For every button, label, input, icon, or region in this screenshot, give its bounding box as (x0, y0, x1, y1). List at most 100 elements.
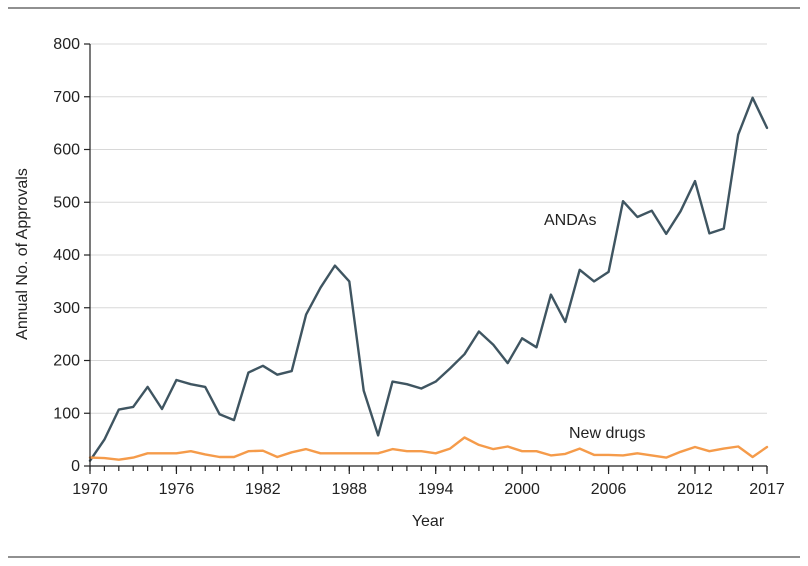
data-point (607, 271, 609, 273)
x-tick-label: 1976 (159, 481, 195, 498)
data-point (276, 374, 278, 376)
y-tick-label: 700 (53, 89, 80, 106)
y-tick-label: 800 (53, 36, 80, 53)
data-point (435, 452, 437, 454)
data-point (737, 445, 739, 447)
series-line-new-drugs (88, 436, 769, 461)
data-point (175, 452, 177, 454)
data-point (708, 450, 710, 452)
data-point (319, 287, 321, 289)
data-point (478, 444, 480, 446)
data-point (579, 269, 581, 271)
data-point (146, 452, 148, 454)
data-point (233, 419, 235, 421)
data-point (190, 383, 192, 385)
data-point (593, 454, 595, 456)
data-point (449, 367, 451, 369)
series-label-andas: ANDAs (544, 212, 596, 229)
x-tick-label: 2017 (749, 481, 785, 498)
data-point (348, 452, 350, 454)
data-point (377, 434, 379, 436)
data-point (694, 180, 696, 182)
data-point (218, 413, 220, 415)
data-point (521, 450, 523, 452)
data-point (406, 383, 408, 385)
y-tick-label: 200 (53, 353, 80, 370)
data-point (679, 451, 681, 453)
x-tick-label: 2012 (677, 481, 713, 498)
x-tick-label: 1982 (245, 481, 281, 498)
x-tick-label: 2006 (591, 481, 627, 498)
data-point (535, 450, 537, 452)
data-point (406, 450, 408, 452)
data-point (348, 280, 350, 282)
data-point (190, 450, 192, 452)
data-point (204, 386, 206, 388)
data-point (262, 365, 264, 367)
x-tick-label: 1988 (331, 481, 367, 498)
data-point (247, 371, 249, 373)
data-point (751, 456, 753, 458)
data-point (694, 446, 696, 448)
data-point (305, 448, 307, 450)
series-label-new-drugs: New drugs (569, 425, 645, 442)
data-point (262, 450, 264, 452)
data-point (535, 346, 537, 348)
axes (84, 43, 768, 474)
data-point (276, 456, 278, 458)
x-tick-label: 2000 (504, 481, 540, 498)
data-point (362, 452, 364, 454)
series-line-andas (88, 96, 769, 462)
data-point (463, 436, 465, 438)
data-point (146, 386, 148, 388)
data-point (622, 200, 624, 202)
data-point (766, 446, 768, 448)
x-tick-label: 1994 (418, 481, 454, 498)
data-point (103, 438, 105, 440)
data-point (290, 451, 292, 453)
data-point (766, 127, 768, 129)
data-point (362, 389, 364, 391)
data-point (218, 456, 220, 458)
data-point (204, 453, 206, 455)
data-point (391, 448, 393, 450)
data-point (305, 313, 307, 315)
axis-labels: 0 100 200 300 400 500 600 700 800 1970 1976 1982 198… (53, 36, 785, 498)
data-point (103, 457, 105, 459)
data-point (737, 134, 739, 136)
data-point (751, 97, 753, 99)
data-point (550, 454, 552, 456)
data-point (679, 210, 681, 212)
y-tick-label: 0 (71, 458, 80, 475)
data-point (708, 232, 710, 234)
y-tick-label: 400 (53, 247, 80, 264)
data-point (290, 370, 292, 372)
data-point (651, 454, 653, 456)
data-point (636, 452, 638, 454)
y-tick-label: 100 (53, 405, 80, 422)
data-point (607, 454, 609, 456)
data-point (651, 209, 653, 211)
data-point (478, 330, 480, 332)
data-point (463, 353, 465, 355)
data-point (636, 216, 638, 218)
data-point (391, 380, 393, 382)
data-point (665, 233, 667, 235)
data-point (665, 456, 667, 458)
data-point (564, 453, 566, 455)
y-tick-label: 600 (53, 142, 80, 159)
data-point (492, 343, 494, 345)
data-point (377, 452, 379, 454)
data-point (564, 321, 566, 323)
data-point (233, 456, 235, 458)
data-point (175, 379, 177, 381)
data-point (579, 447, 581, 449)
data-point (550, 293, 552, 295)
data-point (118, 458, 120, 460)
data-point (161, 452, 163, 454)
y-tick-label: 500 (53, 194, 80, 211)
data-point (319, 452, 321, 454)
data-point (723, 227, 725, 229)
